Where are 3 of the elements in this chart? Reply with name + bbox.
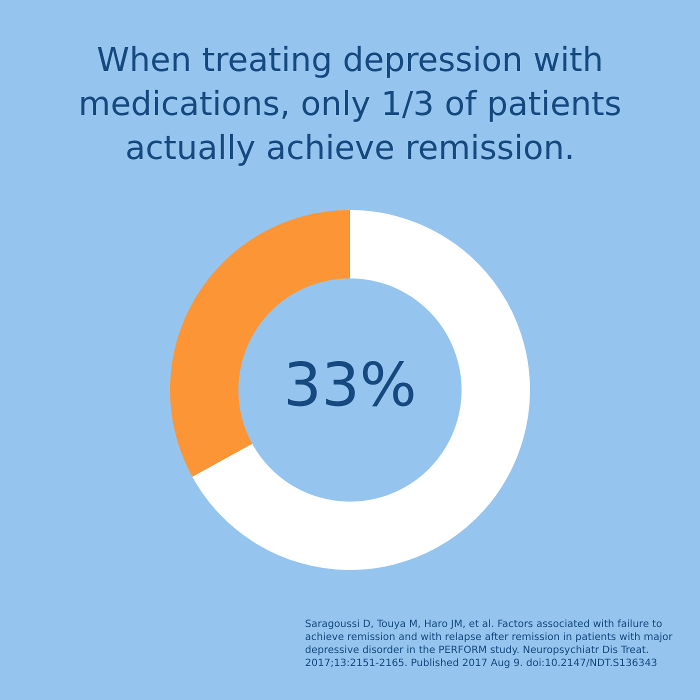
data-label: 33% <box>283 350 417 421</box>
chart-title: When treating depression with medications, only 1/3 of patients actually achieve remission. <box>77 39 623 169</box>
text: Saragoussi D, Touya M, Haro JM, et al. Factors associated with failure to achieve remission and with relapse after remission in patients with major depressive disorder in the PERFORM study. Neuropsychiatr Dis Treat. 2017;13:2151-2165. Published 2017 Aug 9. doi:10.2147/NDT.S136343 <box>305 618 674 670</box>
